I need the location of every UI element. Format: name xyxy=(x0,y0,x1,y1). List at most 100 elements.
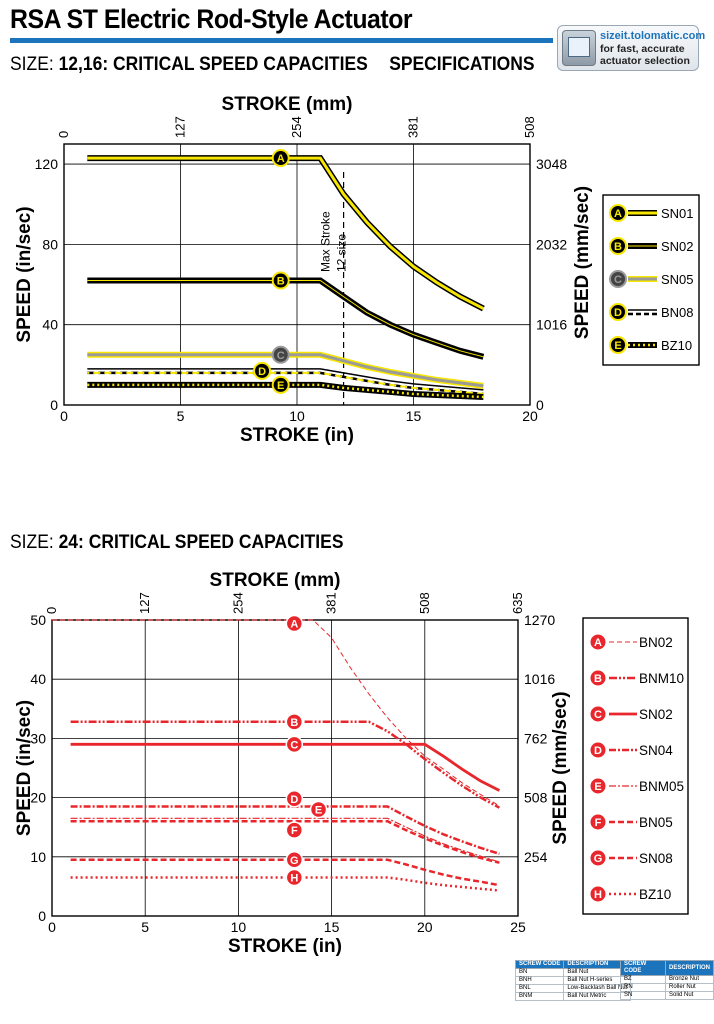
calculator-screen-icon xyxy=(562,30,596,66)
series-bn02-badge-letter: A xyxy=(290,619,298,631)
legend-sn02-badge-letter: B xyxy=(614,241,622,253)
series-sn02-line xyxy=(87,277,485,360)
y-tick-label: 120 xyxy=(35,156,59,172)
y2-axis-title: SPEED (mm/sec) xyxy=(550,691,571,844)
series-sn02-line xyxy=(70,742,501,792)
series-bnm10-badge xyxy=(285,713,304,731)
series-sn02-badge xyxy=(285,735,304,754)
legend-bn08-badge xyxy=(609,303,627,321)
legend-bz10-badge xyxy=(589,885,607,903)
series-bz10-line xyxy=(70,876,500,892)
table-cell: BNM xyxy=(514,992,565,1001)
legend-bn02-badge xyxy=(589,633,607,651)
x2-tick-label: 635 xyxy=(510,592,525,614)
y-tick-label: 10 xyxy=(30,849,46,865)
series-bn05-badge xyxy=(285,821,304,839)
legend-bz10-badge-letter: E xyxy=(614,340,621,352)
y-tick-label: 20 xyxy=(30,790,46,806)
legend-sn08-label: SN08 xyxy=(639,851,673,866)
series-bnm10-badge-letter: B xyxy=(290,717,298,729)
series-sn01-line xyxy=(87,156,485,310)
y2-tick-label: 3048 xyxy=(536,156,567,172)
legend-bn05-badge-letter: F xyxy=(595,817,602,829)
series-sn02-badge-letter: B xyxy=(277,276,285,288)
series-sn02-badge xyxy=(271,271,290,290)
table-row: RN Roller Nut xyxy=(620,983,714,992)
x2-tick-label: 0 xyxy=(44,607,59,614)
size-value: 12,16: CRITICAL SPEED CAPACITIES xyxy=(58,54,368,75)
y2-axis-title: SPEED (mm/sec) xyxy=(572,186,593,339)
y2-tick-label: 2032 xyxy=(536,236,567,252)
legend-sn02-badge xyxy=(589,705,607,723)
y2-tick-label: 1270 xyxy=(524,612,555,628)
legend-bnm10-badge xyxy=(589,669,607,687)
series-bn08-line xyxy=(87,371,484,395)
y-tick-label: 50 xyxy=(30,612,46,628)
sizeit-url[interactable]: sizeit.tolomatic.com xyxy=(600,30,706,42)
series-bz10-badge xyxy=(271,375,290,394)
legend-sn08-badge-letter: G xyxy=(594,853,603,865)
series-sn02-badge-letter: C xyxy=(290,739,298,751)
x-tick-label: 5 xyxy=(177,408,185,424)
series-bn02-line xyxy=(52,619,500,807)
size-label: SIZE: xyxy=(10,54,54,75)
x2-tick-label: 254 xyxy=(230,592,245,614)
y-tick-label: 80 xyxy=(42,236,58,252)
legend-bz10-badge xyxy=(609,336,627,354)
legend-bnm05-badge-letter: E xyxy=(594,781,601,793)
sizeit-banner[interactable]: sizeit.tolomatic.com for fast, accurate … xyxy=(557,25,705,71)
series-bn02-badge xyxy=(285,614,304,633)
table-row: BNH Ball Nut H-series xyxy=(514,976,632,985)
section1-heading: SIZE: 12,16: CRITICAL SPEED CAPACITIES S… xyxy=(10,54,535,76)
series-bn08-line xyxy=(87,368,484,391)
table-cell: Bronze Nut xyxy=(664,975,714,984)
series-sn04-badge xyxy=(285,790,304,808)
table-cell: RN xyxy=(620,983,666,992)
legend-bn05-badge xyxy=(589,813,607,831)
series-sn08-line xyxy=(70,858,500,887)
y-tick-label: 30 xyxy=(30,730,46,746)
table-row: SN Solid Nut xyxy=(620,991,714,1000)
legend-sn05-badge-letter: C xyxy=(614,274,622,286)
title-underline xyxy=(10,38,553,43)
plot-frame xyxy=(51,619,519,917)
series-bz10-line xyxy=(87,383,484,399)
y-tick-label: 40 xyxy=(30,671,46,687)
series-bz10-badge-letter: H xyxy=(290,873,298,885)
series-sn02-line xyxy=(87,280,484,358)
x2-tick-label: 0 xyxy=(56,131,71,138)
x2-tick-label: 508 xyxy=(522,116,537,138)
series-sn01-badge xyxy=(271,149,290,168)
legend-bn05-label: BN05 xyxy=(639,815,673,830)
screw-code-table-right: SCREW CODE DESCRIPTION BZ Bronze Nut RN Ro… xyxy=(620,960,714,1000)
legend-bnm05-label: BNM05 xyxy=(639,779,684,794)
table-cell: BN xyxy=(514,968,565,977)
y-axis-title: SPEED (in/sec) xyxy=(14,700,35,836)
critical-speed-chart-12-16: 0 5 10 15 200 127 254 381 5080408012001016203230… xyxy=(14,94,700,446)
table-cell: SN xyxy=(620,991,666,1000)
legend-bz10-label: BZ10 xyxy=(639,887,671,902)
table-cell: BNL xyxy=(514,984,565,993)
legend-bz10-label: BZ10 xyxy=(661,338,692,353)
x-tick-label: 0 xyxy=(60,408,68,424)
legend-bnm10-badge-letter: B xyxy=(594,673,602,685)
table-header: SCREW CODE xyxy=(620,960,666,976)
legend-bnm10-label: BNM10 xyxy=(639,671,684,686)
x2-axis-title: STROKE (mm) xyxy=(210,570,341,591)
y-axis-title: SPEED (in/sec) xyxy=(14,206,35,342)
legend-bn08-label: BN08 xyxy=(661,305,694,320)
legend-sn01-label: SN01 xyxy=(661,206,694,221)
legend-sn05-label: SN05 xyxy=(661,272,694,287)
x-tick-label: 0 xyxy=(48,919,56,935)
x2-axis-title: STROKE (mm) xyxy=(222,94,353,115)
table-cell: Solid Nut xyxy=(664,991,714,1000)
series-sn04-badge-letter: D xyxy=(290,794,298,806)
y-tick-label: 40 xyxy=(42,317,58,333)
legend-sn04-label: SN04 xyxy=(639,743,673,758)
series-bn05-badge-letter: F xyxy=(291,825,298,837)
legend-bn02-badge-letter: A xyxy=(594,637,602,649)
legend-sn04-badge xyxy=(589,741,607,759)
x-tick-label: 20 xyxy=(522,408,538,424)
legend-sn02-badge-letter: C xyxy=(594,709,602,721)
x-axis-title: STROKE (in) xyxy=(228,936,342,957)
